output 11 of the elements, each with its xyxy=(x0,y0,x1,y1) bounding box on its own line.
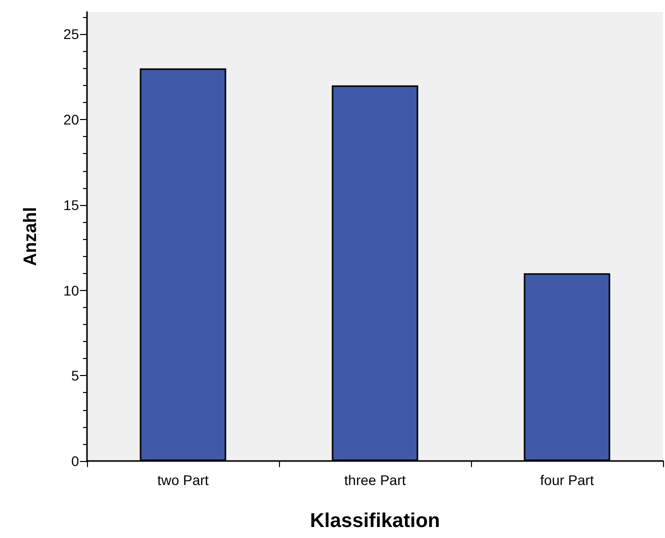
y-tick-label: 15 xyxy=(63,196,80,213)
y-tick-label: 10 xyxy=(63,282,80,298)
y-axis-title: Anzahl xyxy=(20,206,40,266)
x-tick-label: two Part xyxy=(157,472,209,488)
y-tick-label: 5 xyxy=(71,368,80,384)
y-tick-label: 25 xyxy=(63,26,80,42)
x-axis-title: Klassifikation xyxy=(310,510,440,532)
x-tick-label: three Part xyxy=(344,472,406,488)
x-tick-label: four Part xyxy=(540,472,594,488)
y-tick-label: 20 xyxy=(63,112,80,128)
y-tick-label: 0 xyxy=(71,453,80,469)
